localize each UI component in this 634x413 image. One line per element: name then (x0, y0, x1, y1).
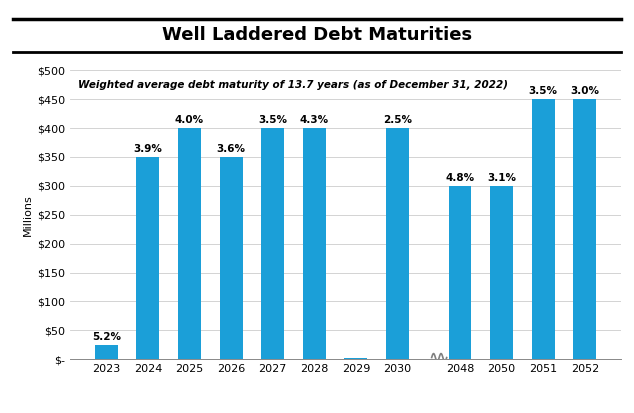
Text: 3.0%: 3.0% (571, 86, 599, 96)
Text: 3.5%: 3.5% (529, 86, 558, 96)
Text: Well Laddered Debt Maturities: Well Laddered Debt Maturities (162, 26, 472, 44)
Bar (95, 345, 118, 359)
Text: 4.0%: 4.0% (175, 115, 204, 125)
Bar (136, 157, 159, 359)
Text: 3.5%: 3.5% (258, 115, 287, 125)
Text: 2.5%: 2.5% (383, 115, 412, 125)
Bar (448, 186, 472, 359)
Y-axis label: Millions: Millions (23, 194, 32, 236)
Text: 3.9%: 3.9% (133, 144, 162, 154)
Text: 5.2%: 5.2% (92, 332, 120, 342)
Text: Weighted average debt maturity of 13.7 years (as of December 31, 2022): Weighted average debt maturity of 13.7 y… (78, 80, 508, 90)
Text: 4.3%: 4.3% (300, 115, 329, 125)
Bar (303, 128, 326, 359)
Bar (490, 186, 513, 359)
Text: 4.8%: 4.8% (446, 173, 474, 183)
Bar (573, 99, 596, 359)
Bar (261, 128, 284, 359)
Text: 3.1%: 3.1% (487, 173, 516, 183)
Bar (219, 157, 243, 359)
Bar (386, 128, 409, 359)
Text: 3.6%: 3.6% (217, 144, 245, 154)
Bar (344, 358, 367, 359)
Bar (532, 99, 555, 359)
Bar (178, 128, 201, 359)
